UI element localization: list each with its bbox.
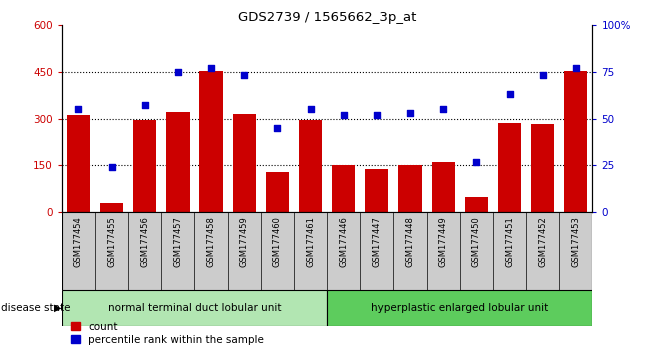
- Bar: [398, 165, 422, 212]
- Bar: [531, 124, 554, 212]
- Bar: [465, 197, 488, 212]
- Bar: [232, 114, 256, 212]
- Point: [206, 65, 216, 71]
- Text: GSM177460: GSM177460: [273, 216, 282, 267]
- Text: GSM177457: GSM177457: [173, 216, 182, 267]
- Text: GSM177455: GSM177455: [107, 216, 116, 267]
- Text: GSM177453: GSM177453: [572, 216, 580, 267]
- Text: GSM177446: GSM177446: [339, 216, 348, 267]
- Bar: [332, 165, 355, 212]
- Text: ▶: ▶: [54, 303, 62, 313]
- Bar: [299, 120, 322, 212]
- Point: [505, 91, 515, 97]
- Bar: [498, 122, 521, 212]
- Point: [405, 110, 415, 116]
- Point: [305, 106, 316, 112]
- Legend: count, percentile rank within the sample: count, percentile rank within the sample: [67, 317, 268, 349]
- Bar: [199, 71, 223, 212]
- Point: [471, 159, 482, 165]
- Bar: [432, 162, 455, 212]
- Point: [139, 103, 150, 108]
- Text: normal terminal duct lobular unit: normal terminal duct lobular unit: [107, 303, 281, 313]
- Point: [106, 165, 117, 170]
- Point: [73, 106, 83, 112]
- Text: disease state: disease state: [1, 303, 70, 313]
- Bar: [62, 290, 327, 326]
- Text: GSM177461: GSM177461: [306, 216, 315, 267]
- Bar: [266, 172, 289, 212]
- Point: [173, 69, 183, 74]
- Text: GSM177448: GSM177448: [406, 216, 415, 267]
- Point: [272, 125, 283, 131]
- Text: GSM177459: GSM177459: [240, 216, 249, 267]
- Point: [571, 65, 581, 71]
- Bar: [67, 115, 90, 212]
- Text: GSM177452: GSM177452: [538, 216, 547, 267]
- Bar: [100, 203, 123, 212]
- Point: [538, 73, 548, 78]
- Text: GSM177458: GSM177458: [206, 216, 215, 267]
- Title: GDS2739 / 1565662_3p_at: GDS2739 / 1565662_3p_at: [238, 11, 417, 24]
- Bar: [564, 71, 587, 212]
- Text: GSM177450: GSM177450: [472, 216, 481, 267]
- Text: GSM177454: GSM177454: [74, 216, 83, 267]
- Text: GSM177447: GSM177447: [372, 216, 381, 267]
- Point: [239, 73, 249, 78]
- Bar: [327, 290, 592, 326]
- Text: hyperplastic enlarged lobular unit: hyperplastic enlarged lobular unit: [371, 303, 548, 313]
- Text: GSM177451: GSM177451: [505, 216, 514, 267]
- Point: [372, 112, 382, 118]
- Bar: [365, 169, 389, 212]
- Point: [438, 106, 449, 112]
- Text: GSM177456: GSM177456: [140, 216, 149, 267]
- Bar: [133, 120, 156, 212]
- Bar: [166, 112, 189, 212]
- Text: GSM177449: GSM177449: [439, 216, 448, 267]
- Point: [339, 112, 349, 118]
